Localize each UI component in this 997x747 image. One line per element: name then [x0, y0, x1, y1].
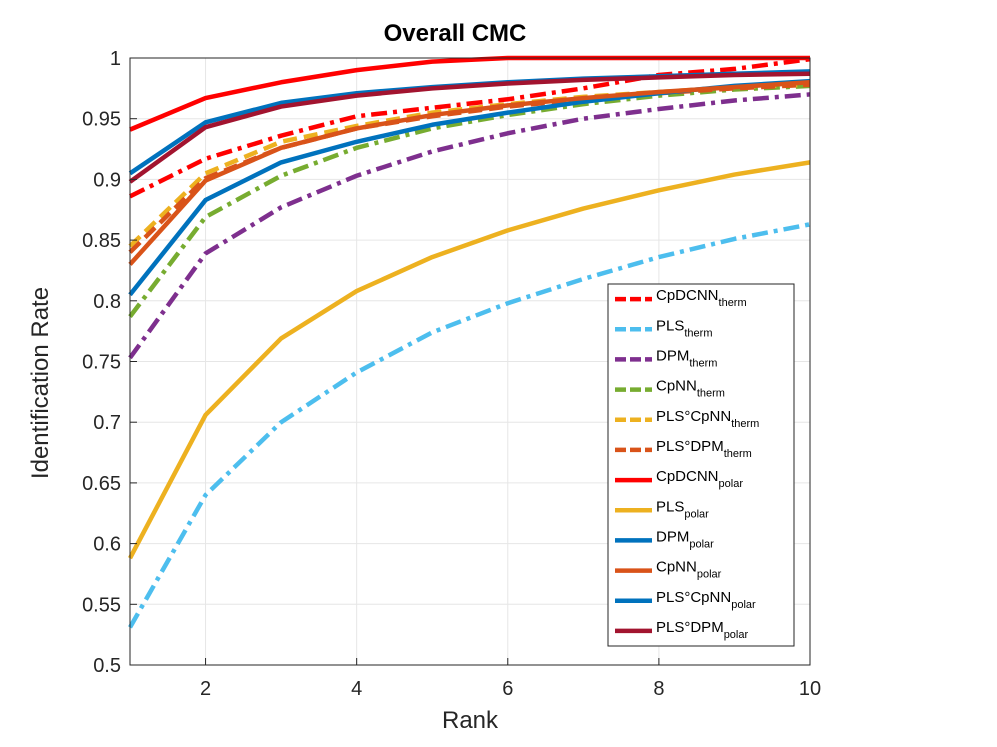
y-tick-label: 0.65 [82, 473, 121, 495]
y-tick-label: 0.55 [82, 594, 121, 616]
legend-entry-subscript: polar [719, 478, 744, 490]
x-tick-label: 4 [351, 678, 362, 700]
y-tick-label: 0.6 [93, 534, 121, 556]
legend-entry-name: PLS°CpNN [656, 589, 731, 606]
legend-box [607, 283, 795, 647]
legend-entry-subscript: therm [697, 388, 725, 400]
series-line-pls-polar [128, 160, 811, 560]
legend-entry-label: CpNNtherm [656, 378, 725, 400]
x-tick-label: 2 [200, 678, 211, 700]
x-tick-label: 10 [799, 678, 821, 700]
y-tick-label: 1 [110, 48, 121, 70]
legend-entry-subscript: therm [684, 327, 712, 339]
legend-entry-subscript: polar [689, 538, 714, 550]
x-tick-label: 8 [653, 678, 664, 700]
x-tick-label: 6 [502, 678, 513, 700]
legend-entry-name: PLS [656, 498, 684, 515]
y-tick-label: 0.8 [93, 291, 121, 313]
y-tick-label: 0.95 [82, 109, 121, 131]
legend-entry-name: CpDCNN [656, 287, 719, 304]
y-tick-label: 0.9 [93, 169, 121, 191]
series-line-plsdpm-polar [128, 71, 811, 184]
series-line-cpnn-polar [128, 80, 811, 266]
legend-entry-label: PLSpolar [656, 498, 709, 520]
y-tick-label: 0.75 [82, 352, 121, 374]
axis-ticks: 2 4 6 8 10 0.5 0.55 0.6 0.65 0.7 0.75 0.8 0.85 0.9 0.9… [82, 48, 821, 700]
legend-entry-label: CpDCNNtherm [656, 287, 747, 309]
series-line-cpdcnn-therm [128, 56, 811, 199]
series-lines [128, 55, 811, 629]
legend-entry-label: PLStherm [656, 317, 712, 339]
legend-entry-subscript: polar [731, 599, 756, 611]
chart-title: Overall CMC [384, 20, 527, 47]
legend-entry-name: CpDCNN [656, 468, 719, 485]
legend-entry-subscript: therm [719, 297, 747, 309]
legend-entry-subscript: polar [697, 569, 722, 581]
legend-entry-name: CpNN [656, 559, 697, 576]
legend-entry-label: PLS°DPMtherm [656, 438, 752, 460]
legend-entry-name: DPM [656, 528, 689, 545]
legend-entry-subscript: polar [724, 629, 749, 641]
legend-entry-name: PLS°DPM [656, 438, 724, 455]
legend-entry-label: DPMpolar [656, 528, 714, 550]
legend-entry-label: DPMtherm [656, 347, 717, 369]
legend-entry-label: CpDCNNpolar [656, 468, 743, 490]
series-line-cpnn-therm [128, 83, 811, 318]
legend-entry-label: CpNNpolar [656, 559, 722, 581]
legend-entry-name: PLS°DPM [656, 619, 724, 636]
legend-entry-name: PLS [656, 317, 684, 334]
y-tick-label: 0.85 [82, 230, 121, 252]
y-axis-label: Identification Rate [27, 287, 54, 479]
legend-entry-label: PLS°CpNNpolar [656, 589, 756, 611]
legend-entry-label: PLS°DPMpolar [656, 619, 748, 641]
y-tick-label: 0.7 [93, 412, 121, 434]
series-line-dpm-therm [128, 92, 811, 360]
legend: CpDCNNthermPLSthermDPMthermCpNNthermPLS°… [607, 283, 795, 647]
legend-entry-name: DPM [656, 347, 689, 364]
series-line-pls-therm [128, 222, 811, 629]
legend-entry-subscript: therm [689, 357, 717, 369]
legend-entry-subscript: polar [684, 508, 709, 520]
x-axis-label: Rank [442, 707, 499, 734]
legend-entry-subscript: therm [731, 418, 759, 430]
legend-entry-name: CpNN [656, 378, 697, 395]
legend-entry-subscript: therm [724, 448, 752, 460]
y-tick-label: 0.5 [93, 655, 121, 677]
legend-entry-label: PLS°CpNNtherm [656, 408, 759, 430]
legend-entry-name: PLS°CpNN [656, 408, 731, 425]
